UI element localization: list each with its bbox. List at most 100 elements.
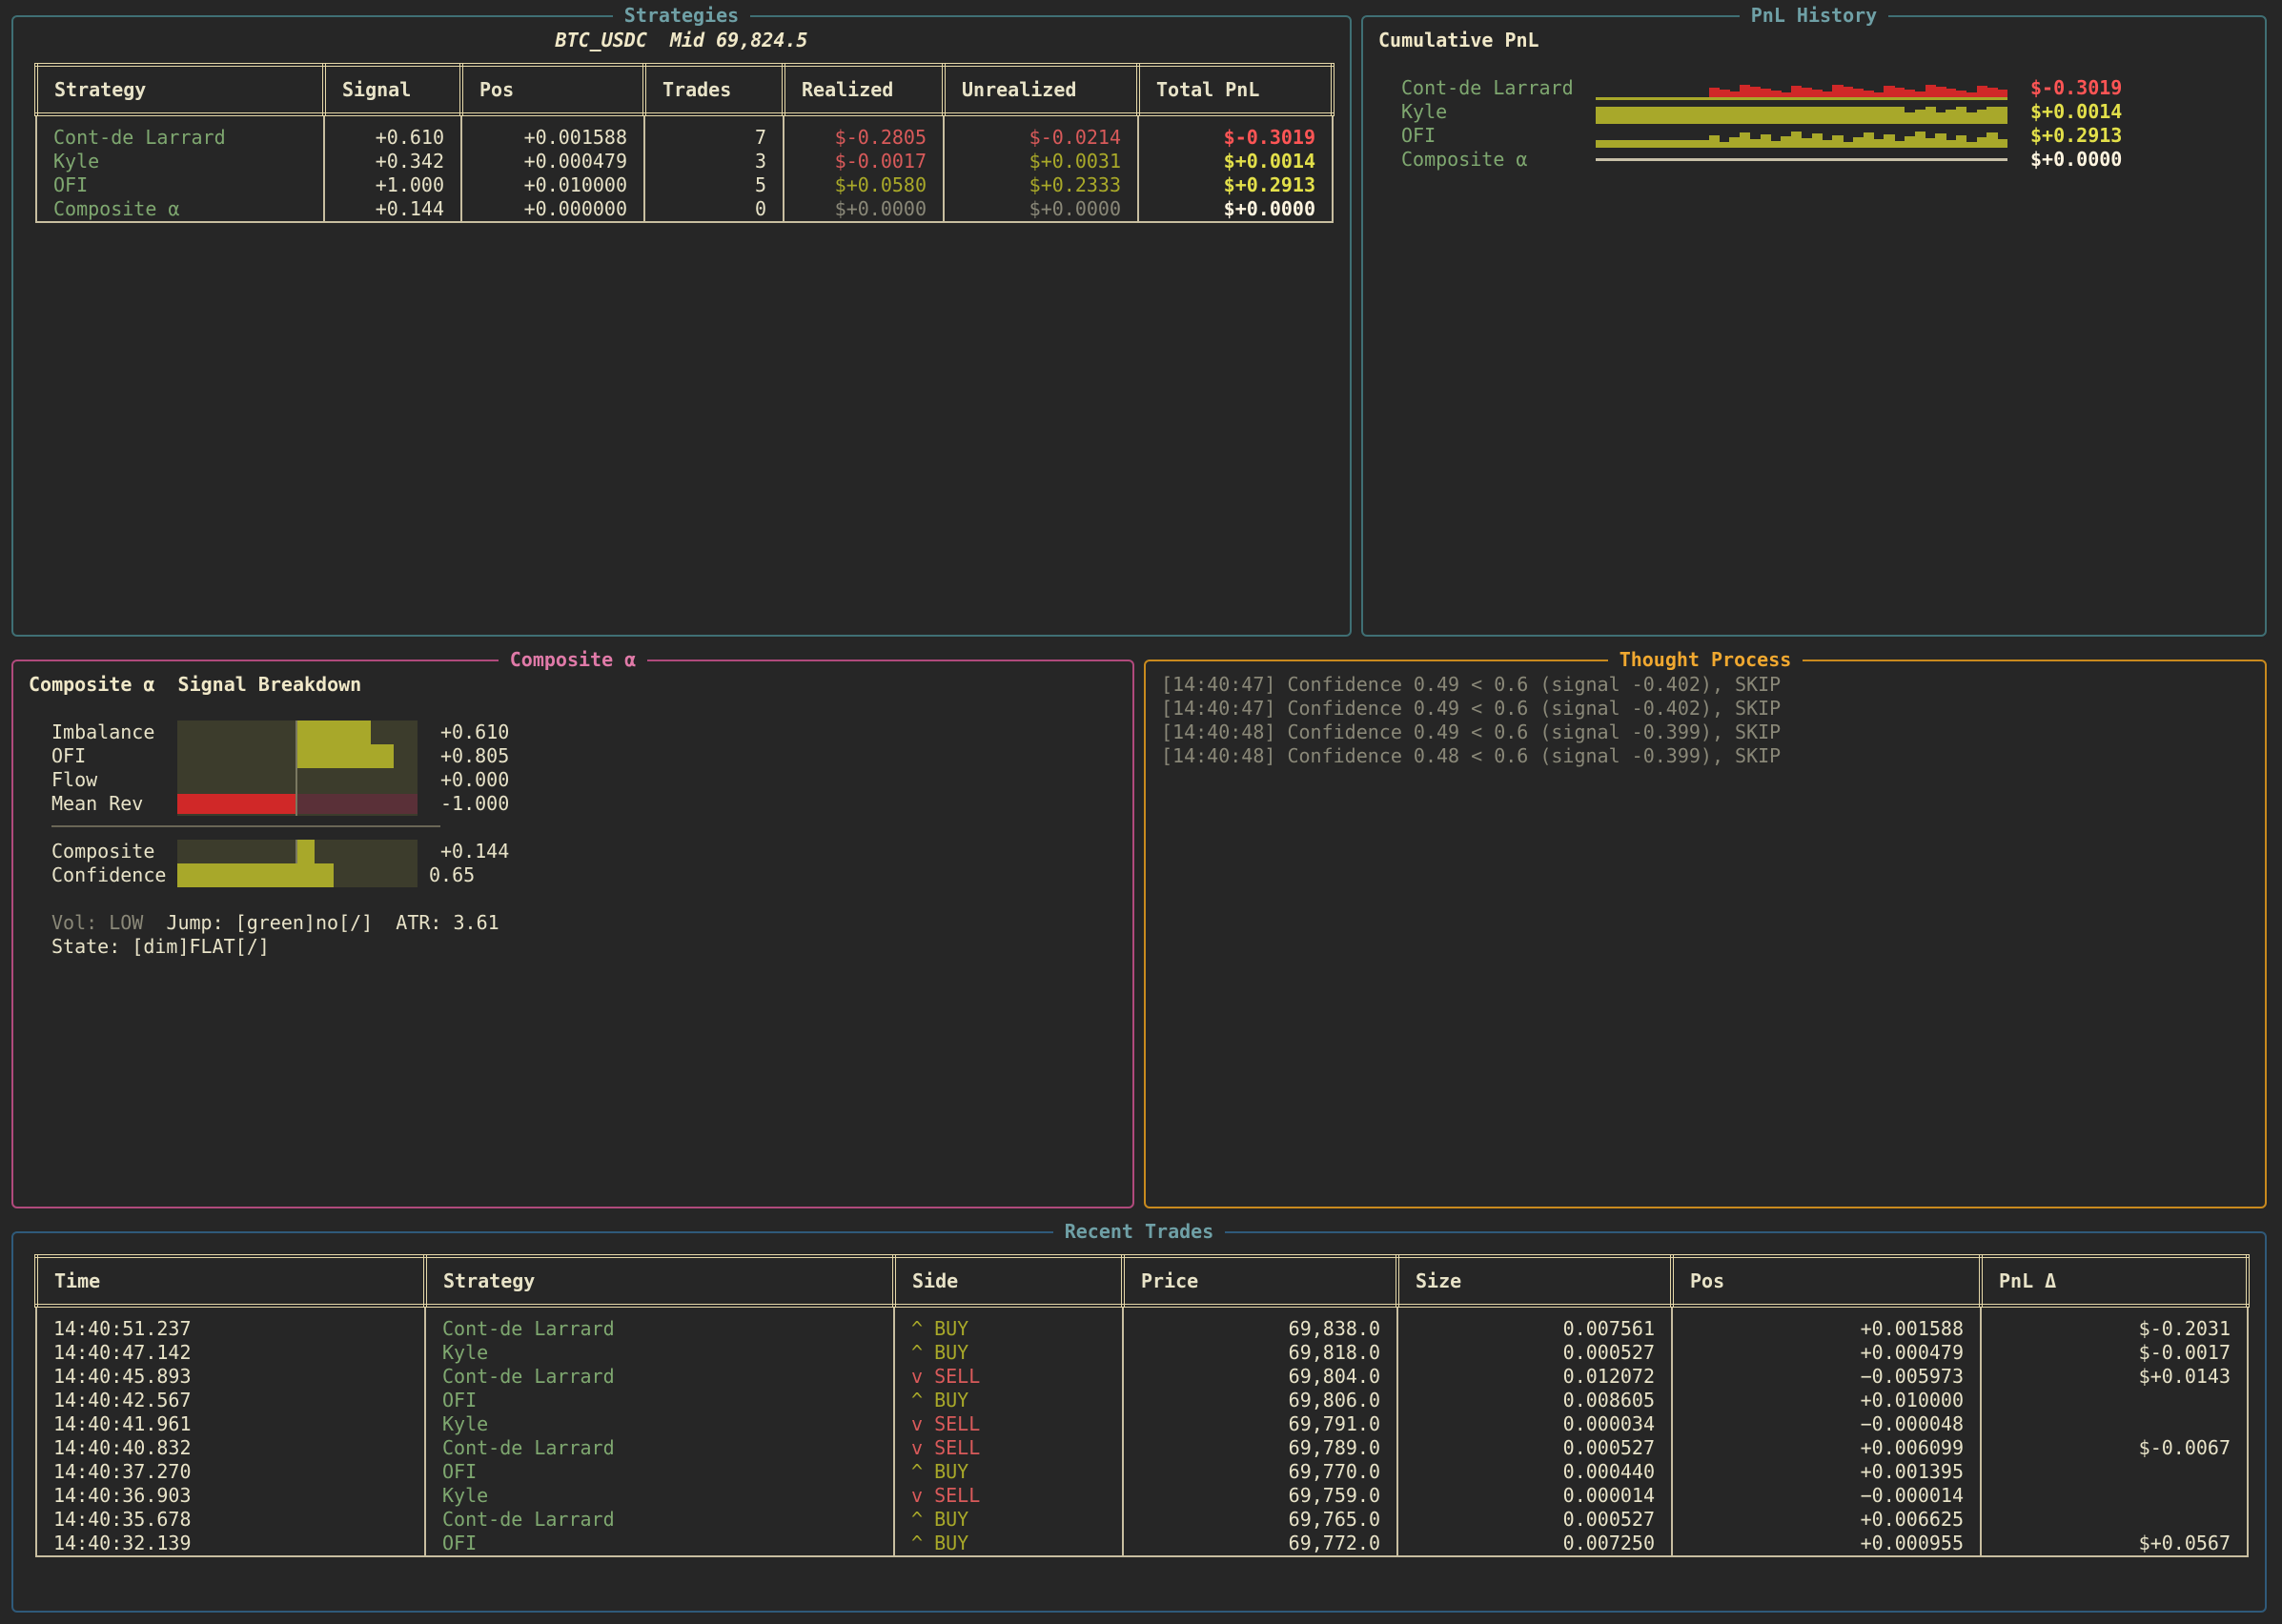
col-size[interactable]: Size bbox=[1396, 1254, 1674, 1308]
composite-label: Composite bbox=[51, 840, 155, 863]
realized-value: $+0.0580 bbox=[783, 173, 945, 197]
sparkline-bar bbox=[1781, 92, 1792, 100]
sparkline-bar bbox=[1802, 88, 1813, 100]
trade-price: 69,789.0 bbox=[1122, 1436, 1398, 1460]
trade-strategy: OFI bbox=[424, 1460, 895, 1484]
sparkline-bar bbox=[1914, 132, 1926, 148]
trade-pnl-delta: $+0.0567 bbox=[1980, 1532, 2249, 1557]
trade-side: v SELL bbox=[893, 1412, 1124, 1436]
sparkline-bar bbox=[1873, 92, 1885, 100]
sparkline-bar bbox=[1925, 138, 1936, 148]
trade-side: v SELL bbox=[893, 1436, 1124, 1460]
table-row[interactable]: Composite α +0.144 +0.000000 0 $+0.0000 … bbox=[35, 197, 1334, 223]
col-pos[interactable]: Pos bbox=[459, 63, 646, 116]
sparkline-bar bbox=[1637, 140, 1648, 148]
total-pnl-value: $+0.2913 bbox=[1137, 173, 1334, 197]
composite-panel: Composite α Composite α Signal Breakdown… bbox=[11, 648, 1134, 1208]
signal-label: Mean Rev bbox=[51, 792, 144, 815]
composite-bar-fill bbox=[297, 840, 316, 863]
sparkline-bar bbox=[1863, 132, 1875, 148]
trade-side: ^ BUY bbox=[893, 1508, 1124, 1532]
realized-value: $+0.0000 bbox=[783, 197, 945, 223]
signal-label: Flow bbox=[51, 768, 98, 791]
sparkline-bar bbox=[1740, 107, 1751, 124]
table-row[interactable]: 14:40:37.270 OFI ^ BUY 69,770.0 0.000440 +0.0… bbox=[35, 1460, 2249, 1484]
signal-bar-mirror bbox=[297, 794, 418, 814]
sparkline-bar bbox=[1966, 142, 1978, 148]
trade-strategy: OFI bbox=[424, 1532, 895, 1557]
sparkline-base bbox=[1596, 97, 2007, 100]
log-line: [14:40:47] Confidence 0.49 < 0.6 (signal… bbox=[1161, 673, 1782, 696]
trades-value: 3 bbox=[643, 150, 784, 173]
pnl-history-title: PnL History bbox=[1739, 4, 1889, 27]
sparkline-bar bbox=[1637, 107, 1648, 124]
state-text: State: [dim]FLAT[/] bbox=[51, 935, 270, 958]
sparkline-bar bbox=[1822, 140, 1833, 148]
table-row[interactable]: 14:40:45.893 Cont-de Larrard v SELL 69,804.… bbox=[35, 1365, 2249, 1389]
recent-trades-panel: Recent Trades Time Strategy Side Price S… bbox=[11, 1220, 2267, 1613]
trade-price: 69,804.0 bbox=[1122, 1365, 1398, 1389]
col-strategy[interactable]: Strategy bbox=[423, 1254, 896, 1308]
atr-text: ATR: 3.61 bbox=[396, 911, 499, 934]
table-row[interactable]: 14:40:41.961 Kyle v SELL 69,791.0 0.000034 −0… bbox=[35, 1412, 2249, 1436]
trades-table-header: Time Strategy Side Price Size Pos PnL Δ bbox=[34, 1254, 2250, 1308]
trade-size: 0.000527 bbox=[1396, 1341, 1673, 1365]
trade-time: 14:40:40.832 bbox=[35, 1436, 426, 1460]
table-row[interactable]: 14:40:36.903 Kyle v SELL 69,759.0 0.000014 −0… bbox=[35, 1484, 2249, 1508]
table-row[interactable]: 14:40:32.139 OFI ^ BUY 69,772.0 0.007250 +0.0… bbox=[35, 1532, 2249, 1557]
col-time[interactable]: Time bbox=[34, 1254, 427, 1308]
sparkline-bar bbox=[1925, 85, 1936, 100]
table-row[interactable]: 14:40:35.678 Cont-de Larrard ^ BUY 69,765.0… bbox=[35, 1508, 2249, 1532]
table-row[interactable]: Kyle +0.342 +0.000479 3 $-0.0017 $+0.003… bbox=[35, 150, 1334, 173]
table-row[interactable]: 14:40:51.237 Cont-de Larrard ^ BUY 69,838.0… bbox=[35, 1306, 2249, 1341]
col-signal[interactable]: Signal bbox=[322, 63, 463, 116]
sparkline-bar bbox=[1832, 107, 1844, 124]
sparkline-bar bbox=[1740, 132, 1751, 148]
divider bbox=[51, 825, 440, 827]
trade-pos: +0.001395 bbox=[1671, 1460, 1982, 1484]
pnl-row-label: Composite α bbox=[1401, 148, 1528, 171]
sparkline-bar bbox=[1894, 88, 1905, 100]
sparkline-bar bbox=[1791, 132, 1803, 148]
sparkline-bar bbox=[1822, 107, 1833, 124]
col-trades[interactable]: Trades bbox=[642, 63, 785, 116]
confidence-bar-fill bbox=[177, 863, 334, 887]
sparkline-bar bbox=[1997, 107, 2008, 124]
trade-pos: +0.000955 bbox=[1671, 1532, 1982, 1557]
trade-strategy: Cont-de Larrard bbox=[424, 1436, 895, 1460]
col-side[interactable]: Side bbox=[892, 1254, 1125, 1308]
table-row[interactable]: Cont-de Larrard +0.610 +0.001588 7 $-0.2… bbox=[35, 114, 1334, 150]
status-line: Vol: LOW Jump: [green]no[/] ATR: 3.61 bbox=[51, 911, 499, 935]
table-row[interactable]: 14:40:40.832 Cont-de Larrard v SELL 69,789.… bbox=[35, 1436, 2249, 1460]
col-strategy[interactable]: Strategy bbox=[34, 63, 326, 116]
trade-size: 0.000034 bbox=[1396, 1412, 1673, 1436]
trade-time: 14:40:41.961 bbox=[35, 1412, 426, 1436]
trade-strategy: OFI bbox=[424, 1389, 895, 1412]
col-total-pnl[interactable]: Total PnL bbox=[1136, 63, 1335, 116]
sparkline-bar bbox=[1616, 140, 1627, 148]
signal-value: -1.000 bbox=[440, 792, 510, 815]
trade-strategy: Kyle bbox=[424, 1341, 895, 1365]
col-pos[interactable]: Pos bbox=[1670, 1254, 1983, 1308]
sparkline-bar bbox=[1770, 91, 1782, 100]
pnl-sparkline-ofi bbox=[1596, 124, 2008, 148]
signal-value: +0.610 bbox=[323, 114, 462, 150]
trade-price: 69,772.0 bbox=[1122, 1532, 1398, 1557]
trade-pos: +0.006625 bbox=[1671, 1508, 1982, 1532]
realized-value: $-0.2805 bbox=[783, 114, 945, 150]
composite-value: +0.144 bbox=[440, 840, 510, 863]
trade-time: 14:40:42.567 bbox=[35, 1389, 426, 1412]
trade-time: 14:40:47.142 bbox=[35, 1341, 426, 1365]
strategies-table: Strategy Signal Pos Trades Realized Unre… bbox=[34, 63, 1335, 223]
trade-price: 69,838.0 bbox=[1122, 1306, 1398, 1341]
col-realized[interactable]: Realized bbox=[782, 63, 946, 116]
col-price[interactable]: Price bbox=[1121, 1254, 1399, 1308]
sparkline-bar bbox=[1894, 107, 1905, 124]
col-pnl-delta[interactable]: PnL Δ bbox=[1979, 1254, 2250, 1308]
table-row[interactable]: OFI +1.000 +0.010000 5 $+0.0580 $+0.2333… bbox=[35, 173, 1334, 197]
strategies-panel: Strategies BTC_USDC Mid 69,824.5 Strateg… bbox=[11, 4, 1352, 637]
unrealized-value: $-0.0214 bbox=[943, 114, 1139, 150]
table-row[interactable]: 14:40:42.567 OFI ^ BUY 69,806.0 0.008605 +0.0… bbox=[35, 1389, 2249, 1412]
col-unrealized[interactable]: Unrealized bbox=[942, 63, 1140, 116]
table-row[interactable]: 14:40:47.142 Kyle ^ BUY 69,818.0 0.000527 +0.… bbox=[35, 1341, 2249, 1365]
